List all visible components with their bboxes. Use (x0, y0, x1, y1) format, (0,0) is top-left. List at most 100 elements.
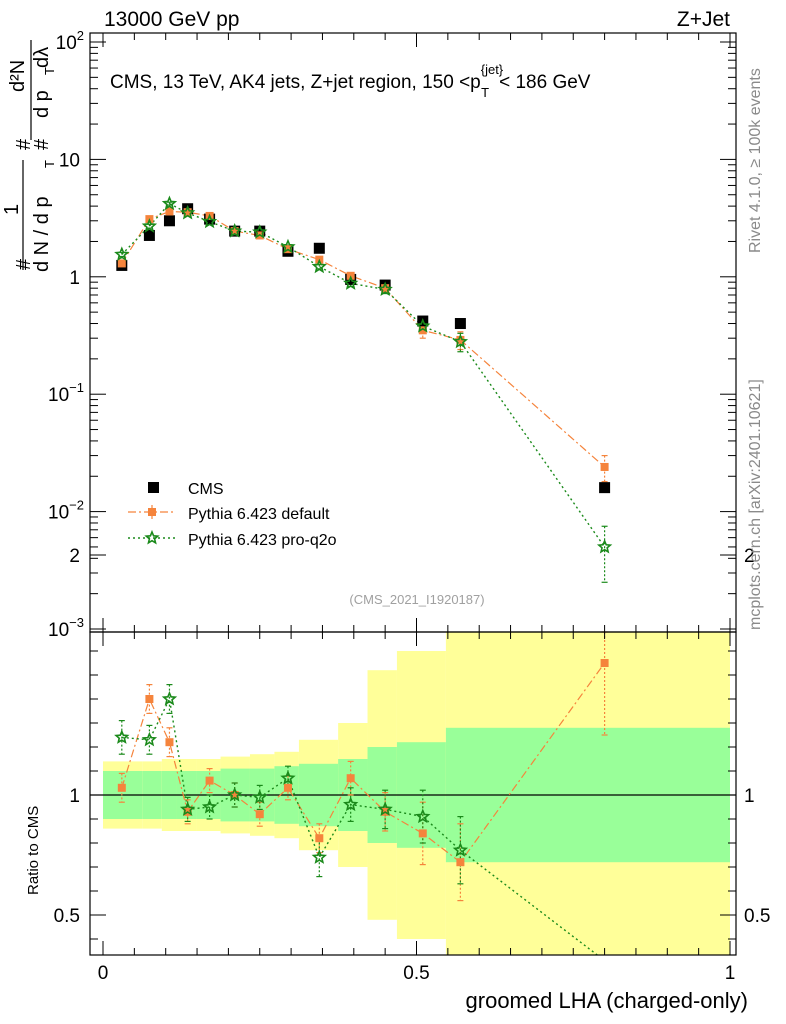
ratio-pythia-pro-q2o-point (452, 842, 469, 857)
x-tick-label: 0 (98, 963, 109, 984)
ratio-pythia-default-point (255, 810, 264, 819)
pythia-pro-q2o-point (141, 218, 158, 233)
ratio-pythia-default-point (456, 858, 465, 867)
ratio-pythia-pro-q2o-point (161, 690, 178, 706)
ratio-pythia-pro-q2o-point (415, 808, 431, 824)
pythia-default-point (600, 462, 609, 471)
tick-labels: 102 10 1 10−1 10−2 10−3 2 2 1 1 0.5 0.5 0 0.5 1 (48, 28, 770, 984)
ratio-plot-frame (89, 631, 737, 956)
pythia-pro-q2o-point (311, 258, 328, 274)
y-tick-label: 10 (59, 150, 80, 171)
ylabel-d2n: d²N (7, 60, 29, 92)
ratio-pythia-pro-q2o-point (252, 789, 268, 804)
y-tick-label: 10−1 (48, 380, 84, 406)
pythia-default-point (183, 208, 192, 217)
ylabel-dpt: d p (31, 90, 53, 118)
legend-marker-pythia-default (148, 508, 156, 516)
pythia-pro-q2o-point (415, 318, 431, 333)
cms-point (254, 225, 266, 237)
pythia-pro-q2o-point (179, 204, 196, 220)
x-tick-label: 1 (725, 963, 736, 984)
pythia-pro-q2o-point (252, 224, 268, 239)
y-tick-label: 10−2 (48, 498, 84, 524)
ratio-uncertainty-bands (90, 632, 736, 955)
ratio-pythia-default-point (600, 659, 609, 667)
ylabel-hash-3: # (31, 138, 53, 150)
title-end: < 186 GeV (499, 72, 591, 93)
ratio-pythia-default-point (165, 738, 174, 747)
header-right: Z+Jet (677, 8, 730, 31)
ratio-pythia-default-point (346, 774, 355, 783)
legend-label-pythia-default: Pythia 6.423 default (188, 506, 330, 523)
ylabel-denominator: d N / d p (31, 196, 53, 272)
ratio-pythia-pro-q2o-point (342, 796, 359, 812)
ylabel-hash-1: # (13, 258, 35, 270)
ratio-y-tick-label-right: 0.5 (744, 906, 770, 927)
line-pythia-pro-q2o (121, 202, 606, 548)
pythia-pro-q2o-point (201, 213, 218, 229)
legend-marker-cms (148, 482, 159, 493)
ratio-pythia-default-point (230, 791, 239, 799)
chart-title: CMS, 13 TeV, AK4 jets, Z+jet region, 150… (110, 62, 591, 100)
rivet-version-label: Rivet 4.1.0, ≥ 100k events (747, 68, 764, 253)
legend-label-cms: CMS (188, 481, 224, 498)
ratio-pythia-pro-q2o-point (280, 770, 296, 785)
ratio-y-tick-label: 1 (69, 786, 80, 807)
ratio-y-tick-label-right: 2 (744, 546, 755, 567)
analysis-id: (CMS_2021_I1920187) (349, 592, 484, 607)
ylabel-sub-t-2: T (42, 67, 57, 75)
ratio-pythia-pro-q2o-point (201, 798, 218, 814)
data-markers (114, 195, 613, 867)
ratio-pythia-pro-q2o-point (377, 801, 393, 816)
y-tick-label: 10−3 (48, 615, 84, 641)
cms-point (454, 318, 466, 330)
y-tick-label: 1 (69, 268, 80, 289)
cms-point (163, 215, 175, 227)
pythia-pro-q2o-point (161, 195, 178, 211)
cms-point (313, 242, 325, 254)
x-tick-label: 0.5 (403, 963, 429, 984)
pythia-pro-q2o-point (280, 238, 296, 254)
x-axis-label: groomed LHA (charged-only) (466, 988, 748, 1013)
ratio-pythia-default-point (315, 834, 324, 843)
cms-point (599, 482, 611, 494)
ratio-pythia-pro-q2o-point (226, 786, 243, 802)
ratio-y-tick-label: 0.5 (54, 906, 80, 927)
legend-marker-pythia-pro-q2o (144, 529, 160, 545)
pythia-pro-q2o-point (596, 538, 613, 554)
pythia-pro-q2o-point (452, 333, 469, 349)
ratio-pythia-pro-q2o-point (179, 801, 196, 816)
title-main: CMS, 13 TeV, AK4 jets, Z+jet region, 150… (110, 72, 481, 93)
pythia-default-point (418, 326, 427, 335)
pythia-pro-q2o-point (114, 246, 130, 261)
legend: CMS Pythia 6.423 default Pythia 6.423 pr… (128, 481, 337, 549)
ratio-pythia-default-point (205, 776, 214, 785)
ratio-pythia-default-point (418, 829, 427, 838)
ratio-pythia-default-point (117, 783, 126, 792)
pythia-pro-q2o-point (377, 281, 393, 297)
y-axis-label: # 1 d N / d p T # d²N # d p T dλ (1, 40, 57, 272)
ratio-pythia-default-point (145, 695, 154, 703)
ratio-pythia-pro-q2o-point (114, 729, 130, 744)
pythia-default-point (456, 335, 465, 344)
ratio-y-label: Ratio to CMS (25, 806, 42, 895)
axis-ticks (90, 33, 736, 955)
ratio-pythia-pro-q2o-point (141, 731, 158, 747)
title-sub: T (481, 85, 489, 100)
cms-point (143, 229, 155, 241)
ylabel-dlambda: dλ (31, 47, 53, 68)
title-sup: {jet} (481, 62, 504, 77)
pythia-default-point (381, 284, 390, 293)
line-pythia-default (121, 210, 605, 468)
ylabel-hash-2: # (13, 138, 35, 150)
mcplots-label: mcplots.cern.ch [arXiv:2401.10621] (747, 379, 764, 630)
ratio-y-tick-label-right: 1 (744, 786, 755, 807)
ratio-y-tick-label: 2 (69, 546, 80, 567)
pythia-pro-q2o-point (226, 223, 243, 238)
main-plot-frame (89, 32, 737, 633)
ratio-line-pythia-default (121, 662, 606, 864)
header-left: 13000 GeV pp (104, 8, 239, 31)
pythia-default-point (117, 259, 126, 268)
ratio-pythia-pro-q2o-point (311, 849, 328, 864)
